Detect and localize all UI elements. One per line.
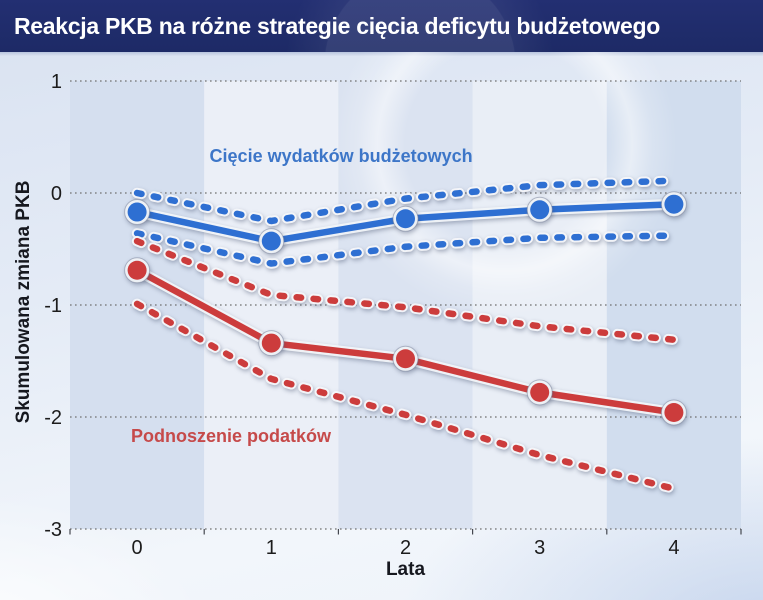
series-line-dashed — [131, 175, 680, 227]
x-tick-label: 2 — [400, 537, 411, 559]
y-tick-label: -2 — [44, 407, 62, 429]
x-axis-title: Lata — [386, 559, 426, 580]
x-tick-label: 0 — [132, 537, 143, 559]
y-tick-label: -3 — [44, 519, 62, 541]
data-point-marker — [396, 349, 415, 369]
series-line-dashed — [131, 235, 680, 345]
series-label: Cięcie wydatków budżetowych — [210, 146, 473, 166]
gdp-reaction-line-chart: Cięcie wydatków budżetowych Podnoszenie p… — [13, 0, 742, 580]
series-markers — [124, 257, 687, 426]
confidence-band-line — [133, 300, 678, 492]
data-point-marker — [396, 209, 415, 229]
data-point-marker — [127, 202, 147, 222]
y-axis-title: Skumulowana zmiana PKB — [13, 181, 34, 424]
data-point-marker — [530, 200, 550, 220]
chart-title: Reakcja PKB na różne strategie cięcia de… — [14, 12, 660, 39]
x-tick-label: 1 — [266, 537, 277, 559]
title-bar: Reakcja PKB na różne strategie cięcia de… — [0, 0, 763, 52]
data-point-marker — [664, 194, 684, 214]
data-point-marker — [261, 333, 281, 353]
x-tick-label: 4 — [668, 537, 679, 559]
series-markers — [124, 191, 687, 255]
y-tick-label: 0 — [51, 183, 62, 205]
series-label: Podnoszenie podatków — [131, 426, 332, 446]
data-point-marker — [261, 231, 281, 251]
data-point-marker — [530, 382, 550, 402]
x-tick-label: 3 — [534, 537, 545, 559]
y-tick-label: -1 — [44, 295, 62, 317]
confidence-band-line — [133, 237, 678, 343]
confidence-band-line — [133, 230, 678, 267]
y-tick-label: 1 — [51, 71, 62, 93]
confidence-band-line — [133, 177, 678, 225]
data-point-marker — [127, 260, 147, 280]
series-line-dashed — [131, 228, 680, 269]
data-point-marker — [664, 403, 684, 423]
series-line-dashed — [131, 298, 680, 494]
